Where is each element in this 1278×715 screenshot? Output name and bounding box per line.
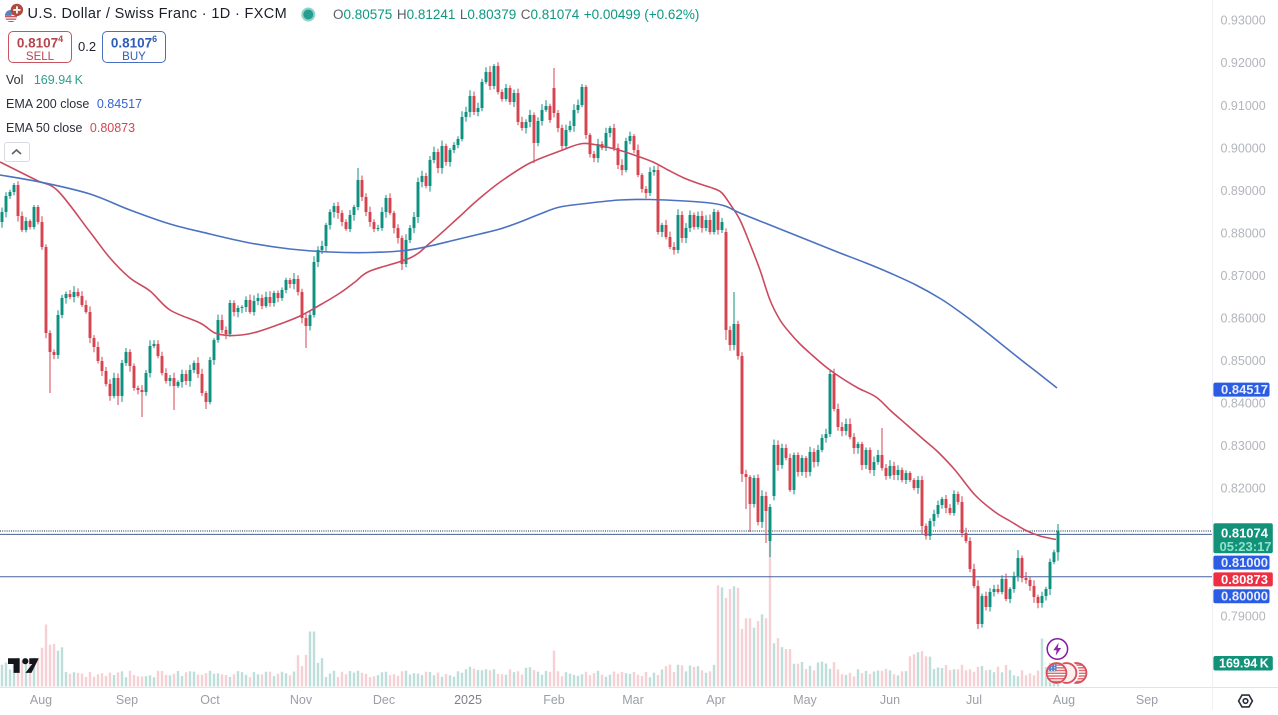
svg-text:Jul: Jul — [966, 693, 982, 707]
svg-text:0.80000: 0.80000 — [1221, 589, 1268, 604]
svg-text:0.89000: 0.89000 — [1221, 184, 1266, 198]
svg-text:Jun: Jun — [880, 693, 900, 707]
svg-text:0.85000: 0.85000 — [1221, 354, 1266, 368]
svg-text:0.92000: 0.92000 — [1221, 56, 1266, 70]
svg-text:0.88000: 0.88000 — [1221, 227, 1266, 241]
svg-text:0.81074: 0.81074 — [1221, 525, 1269, 540]
svg-text:0.82000: 0.82000 — [1221, 482, 1266, 496]
svg-text:0.83000: 0.83000 — [1221, 439, 1266, 453]
svg-text:2025: 2025 — [454, 693, 482, 707]
svg-text:0.90000: 0.90000 — [1221, 141, 1266, 155]
svg-text:Aug: Aug — [1053, 693, 1075, 707]
svg-text:Feb: Feb — [543, 693, 565, 707]
svg-text:0.80873: 0.80873 — [1221, 572, 1268, 587]
svg-text:0.91000: 0.91000 — [1221, 99, 1266, 113]
svg-text:0.84517: 0.84517 — [1221, 382, 1268, 397]
svg-text:Mar: Mar — [622, 693, 644, 707]
svg-text:0.86000: 0.86000 — [1221, 312, 1266, 326]
svg-text:Oct: Oct — [200, 693, 220, 707]
svg-text:Dec: Dec — [373, 693, 395, 707]
svg-text:0.87000: 0.87000 — [1221, 269, 1266, 283]
svg-text:0.81000: 0.81000 — [1221, 555, 1268, 570]
svg-text:0.79000: 0.79000 — [1221, 609, 1266, 623]
svg-text:Apr: Apr — [706, 693, 725, 707]
svg-text:Nov: Nov — [290, 693, 313, 707]
svg-text:Sep: Sep — [116, 693, 138, 707]
svg-text:Aug: Aug — [30, 693, 52, 707]
svg-text:05:23:17: 05:23:17 — [1220, 539, 1272, 554]
svg-text:May: May — [793, 693, 817, 707]
svg-text:Sep: Sep — [1136, 693, 1158, 707]
svg-text:169.94 K: 169.94 K — [1219, 657, 1269, 671]
svg-text:0.93000: 0.93000 — [1221, 14, 1266, 28]
svg-text:0.84000: 0.84000 — [1221, 397, 1266, 411]
